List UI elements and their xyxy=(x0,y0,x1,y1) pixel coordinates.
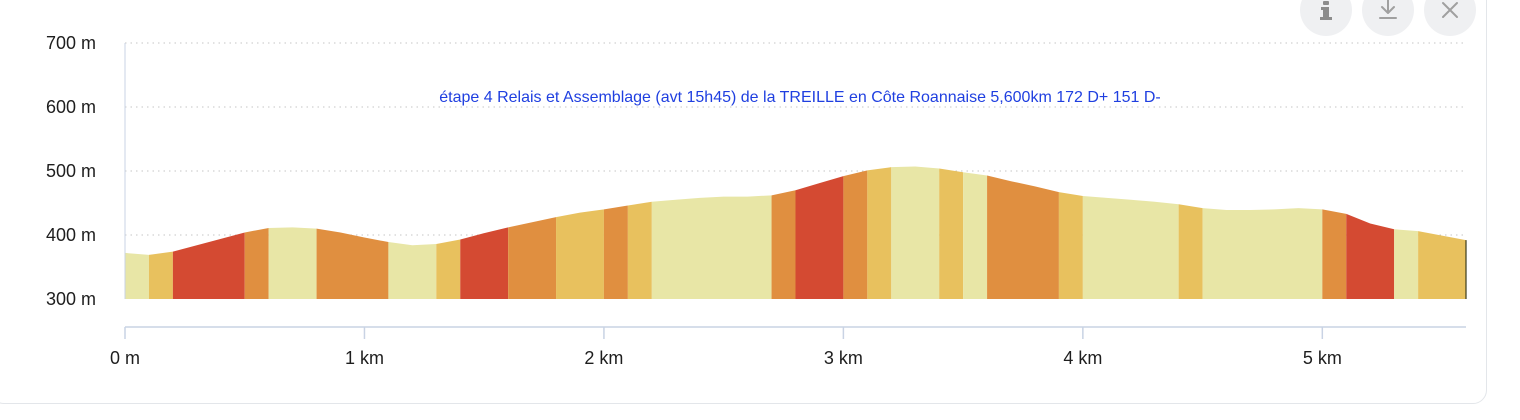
elevation-segment-4 xyxy=(244,227,269,299)
elevation-segments xyxy=(125,166,1467,299)
elevation-segment-17 xyxy=(843,170,868,299)
x-tick-label: 3 km xyxy=(824,348,863,368)
download-icon xyxy=(1379,0,1397,19)
info-icon xyxy=(1320,1,1332,20)
elevation-segment-9 xyxy=(460,227,509,299)
elevation-segment-16 xyxy=(795,176,844,299)
elevation-segment-1 xyxy=(125,252,149,299)
elevation-segment-24 xyxy=(1082,195,1179,299)
elevation-segment-2 xyxy=(148,251,173,299)
x-tick-label: 0 m xyxy=(110,348,140,368)
x-tick-label: 4 km xyxy=(1063,348,1102,368)
elevation-segment-30 xyxy=(1418,231,1466,299)
elevation-segment-7 xyxy=(388,242,437,299)
y-tick-label: 500 m xyxy=(46,161,96,181)
elevation-segment-11 xyxy=(556,209,604,299)
elevation-segment-10 xyxy=(508,217,557,299)
elevation-segment-29 xyxy=(1394,229,1419,299)
elevation-segment-20 xyxy=(939,168,964,299)
elevation-segment-18 xyxy=(867,167,892,299)
tick-labels: 0 m 1 km 2 km 3 km 4 km 5 km 300 m 400 m 500 m 60… xyxy=(46,33,1342,368)
elevation-segment-27 xyxy=(1322,209,1347,299)
elevation-segment-8 xyxy=(436,239,461,299)
elevation-segment-12 xyxy=(603,205,628,299)
elevation-segment-14 xyxy=(651,195,772,299)
chart-title: étape 4 Relais et Assemblage (avt 15h45)… xyxy=(439,89,1160,106)
elevation-segment-19 xyxy=(891,166,940,299)
elevation-segment-22 xyxy=(987,175,1059,299)
y-tick-label: 600 m xyxy=(46,97,96,117)
elevation-segment-21 xyxy=(963,172,988,299)
y-tick-label: 700 m xyxy=(46,33,96,53)
elevation-segment-23 xyxy=(1058,192,1083,299)
elevation-segment-15 xyxy=(771,190,796,299)
elevation-segment-13 xyxy=(627,201,652,299)
elevation-segment-3 xyxy=(172,232,245,299)
elevation-segment-26 xyxy=(1202,208,1323,299)
elevation-segment-28 xyxy=(1346,213,1395,299)
x-tick-label: 1 km xyxy=(345,348,384,368)
axes xyxy=(124,43,1466,339)
close-icon xyxy=(1442,2,1458,18)
elevation-segment-25 xyxy=(1178,204,1203,299)
elevation-segment-6 xyxy=(316,228,389,299)
x-tick-label: 2 km xyxy=(584,348,623,368)
elevation-segment-5 xyxy=(268,227,317,299)
y-tick-label: 300 m xyxy=(46,289,96,309)
y-tick-label: 400 m xyxy=(46,225,96,245)
x-tick-label: 5 km xyxy=(1303,348,1342,368)
